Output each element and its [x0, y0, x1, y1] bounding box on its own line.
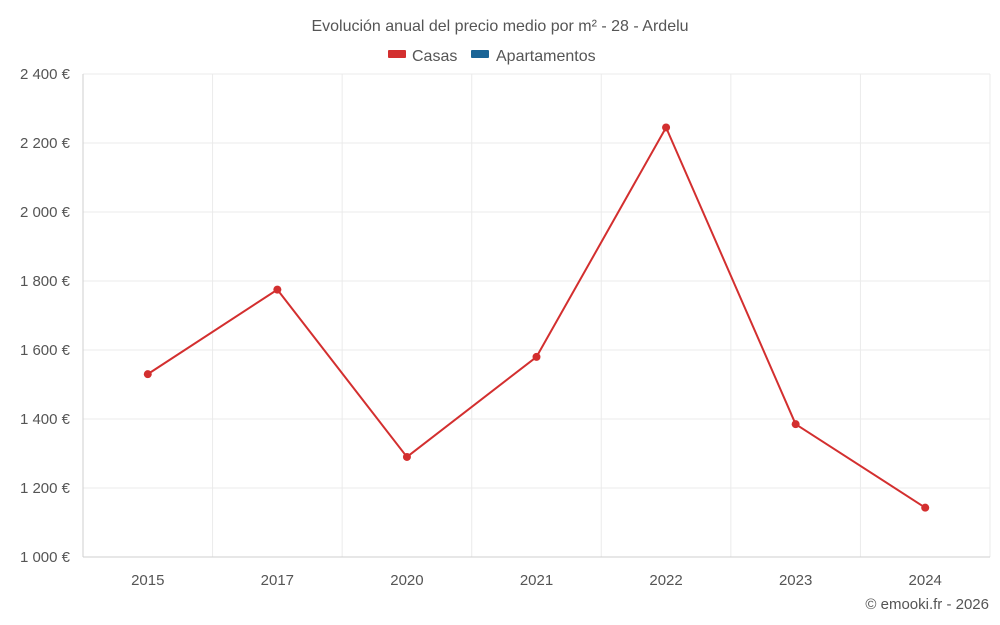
x-tick-label: 2021 — [520, 572, 553, 589]
y-tick-label: 1 600 € — [20, 342, 71, 359]
legend-item-casas[interactable]: Casas — [388, 48, 457, 65]
chart-title: Evolución anual del precio medio por m² … — [311, 18, 688, 35]
y-tick-label: 1 800 € — [20, 273, 71, 290]
data-point[interactable] — [921, 503, 930, 512]
x-tick-label: 2023 — [779, 572, 812, 589]
data-point[interactable] — [402, 452, 411, 461]
y-tick-label: 2 000 € — [20, 204, 71, 221]
y-tick-label: 1 200 € — [20, 480, 71, 497]
data-point[interactable] — [791, 420, 800, 429]
axes — [82, 74, 990, 558]
data-point[interactable] — [662, 123, 671, 132]
y-tick-label: 1 400 € — [20, 411, 71, 428]
x-tick-label: 2017 — [261, 572, 294, 589]
legend-label-casas: Casas — [412, 48, 457, 65]
series-line-casas — [147, 126, 926, 509]
legend: Casas Apartamentos — [388, 48, 596, 65]
legend-swatch-apartamentos — [471, 50, 489, 58]
x-tick-label: 2020 — [390, 572, 423, 589]
x-tick-label: 2024 — [909, 572, 942, 589]
grid — [82, 73, 991, 557]
legend-label-apartamentos: Apartamentos — [496, 48, 596, 65]
y-axis-ticks: 1 000 € 1 200 € 1 400 € 1 600 € 1 800 € 2 000… — [20, 66, 71, 566]
x-tick-label: 2015 — [131, 572, 164, 589]
y-tick-label: 2 400 € — [20, 66, 71, 83]
x-tick-label: 2022 — [649, 572, 682, 589]
data-point[interactable] — [532, 352, 541, 361]
y-tick-label: 2 200 € — [20, 135, 71, 152]
legend-swatch-casas — [388, 50, 406, 58]
data-point[interactable] — [143, 370, 152, 379]
x-axis-ticks: 2015 2017 2020 2021 2022 2023 2024 — [131, 572, 942, 589]
data-point[interactable] — [273, 285, 282, 294]
series-casas — [143, 123, 930, 512]
legend-item-apartamentos[interactable]: Apartamentos — [471, 48, 596, 65]
credit-text: © emooki.fr - 2026 — [865, 596, 989, 613]
y-tick-label: 1 000 € — [20, 549, 71, 566]
